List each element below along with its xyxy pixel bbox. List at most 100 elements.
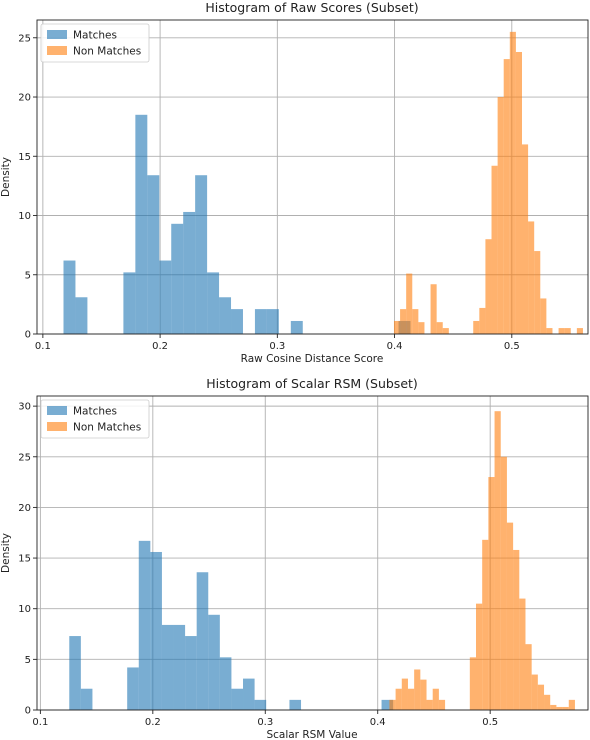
y-tick-label: 15: [18, 554, 31, 565]
x-tick-label: 0.5: [482, 717, 498, 728]
non-matches-bar: [531, 674, 538, 710]
non-matches-bar: [401, 678, 408, 710]
legend-swatch: [47, 422, 67, 431]
x-tick-label: 0.3: [257, 717, 273, 728]
non-matches-bar: [420, 679, 427, 710]
matches-bar: [161, 624, 174, 710]
non-matches-bar: [494, 411, 501, 710]
matches-bar: [231, 688, 244, 710]
legend-label: Non Matches: [73, 422, 141, 434]
matches-bar: [135, 114, 148, 334]
matches-bar: [171, 223, 184, 334]
non-matches-bar: [525, 644, 532, 710]
non-matches-bar: [564, 328, 571, 334]
non-matches-bar: [412, 309, 419, 334]
non-matches-bar: [491, 165, 498, 334]
non-matches-bar: [488, 477, 495, 710]
legend-label: Non Matches: [73, 46, 141, 58]
non-matches-bar: [482, 539, 489, 710]
y-tick-label: 10: [18, 604, 31, 615]
matches-bar: [123, 272, 136, 334]
legend-label: Matches: [73, 30, 117, 42]
legend-swatch: [47, 30, 67, 39]
non-matches-bar: [430, 284, 437, 334]
chart-2-ylabel: Density: [0, 533, 12, 573]
non-matches-bar: [485, 239, 492, 334]
non-matches-bar: [519, 598, 526, 710]
matches-bar: [80, 688, 93, 710]
non-matches-bar: [544, 694, 551, 710]
matches-bar: [159, 260, 172, 334]
non-matches-bar: [407, 688, 415, 710]
non-matches-bar: [528, 221, 535, 334]
y-tick-label: 5: [25, 655, 31, 666]
chart-1-frame: [36, 19, 589, 335]
chart-2-legend: Matches Non Matches: [40, 399, 150, 439]
non-matches-bar: [509, 31, 516, 334]
matches-bar: [254, 309, 267, 334]
legend-swatch: [47, 406, 67, 415]
non-matches-bar: [550, 704, 557, 710]
matches-bar: [207, 272, 220, 334]
non-matches-bar: [503, 59, 510, 334]
y-tick-label: 0: [25, 706, 31, 717]
non-matches-bar: [534, 251, 541, 334]
x-tick-label: 0.4: [370, 717, 386, 728]
non-matches-bar: [442, 328, 449, 334]
matches-bar: [289, 699, 302, 710]
matches-bar: [381, 699, 394, 710]
x-tick-label: 0.2: [145, 717, 161, 728]
non-matches-bar: [393, 320, 401, 334]
matches-bar: [69, 636, 81, 710]
x-tick-label: 0.3: [269, 341, 285, 352]
matches-bar: [183, 211, 196, 334]
x-tick-label: 0.1: [35, 341, 51, 352]
non-matches-bar: [436, 322, 443, 334]
matches-bar: [196, 572, 209, 710]
matches-bar: [219, 297, 232, 334]
chart-2-ticks: 0.1 0.2 0.3 0.4 0.5 0 5 10 15 20 25 30: [18, 402, 498, 728]
non-matches-bar: [400, 309, 407, 334]
y-tick-label: 5: [25, 270, 31, 281]
non-matches-bar: [576, 328, 583, 334]
matches-bar: [219, 657, 232, 710]
non-matches-bar: [438, 699, 446, 710]
matches-bar: [150, 551, 162, 710]
x-tick-label: 0.1: [32, 717, 48, 728]
non-matches-bar: [432, 688, 439, 710]
x-tick-label: 0.4: [387, 341, 403, 352]
chart-1-bars: [63, 31, 583, 335]
matches-bar: [290, 320, 303, 334]
non-matches-bar: [406, 273, 413, 334]
legend-box: [40, 399, 150, 439]
non-matches-bar: [540, 298, 547, 334]
matches-bar: [75, 297, 88, 334]
chart-2-xlabel: Scalar RSM Value: [266, 729, 357, 740]
legend-swatch: [47, 46, 67, 55]
non-matches-bar: [515, 51, 522, 334]
matches-bar: [138, 540, 151, 710]
matches-bar: [243, 678, 255, 710]
y-tick-label: 0: [25, 330, 31, 341]
non-matches-bar: [469, 657, 477, 710]
x-tick-label: 0.2: [152, 341, 168, 352]
y-tick-label: 10: [18, 211, 31, 222]
non-matches-bar: [426, 699, 433, 710]
chart-2-title: Histogram of Scalar RSM (Subset): [206, 376, 418, 391]
non-matches-bar: [562, 706, 569, 710]
chart-1-xlabel: Raw Cosine Distance Score: [241, 353, 384, 365]
matches-bar: [208, 614, 220, 710]
non-matches-bar: [521, 144, 529, 334]
non-matches-bar: [500, 456, 507, 710]
matches-bar: [195, 175, 208, 334]
non-matches-bar: [558, 328, 565, 334]
non-matches-bar: [395, 688, 402, 710]
non-matches-bar: [389, 699, 396, 710]
x-tick-label: 0.5: [504, 341, 520, 352]
matches-bar: [266, 309, 279, 334]
chart-2-bars: [69, 411, 575, 710]
chart-panel-2: Histogram of Scalar RSM (Subset) 0.1 0.2 0…: [0, 376, 589, 740]
non-matches-bar: [476, 603, 483, 710]
matches-bar: [127, 667, 139, 710]
